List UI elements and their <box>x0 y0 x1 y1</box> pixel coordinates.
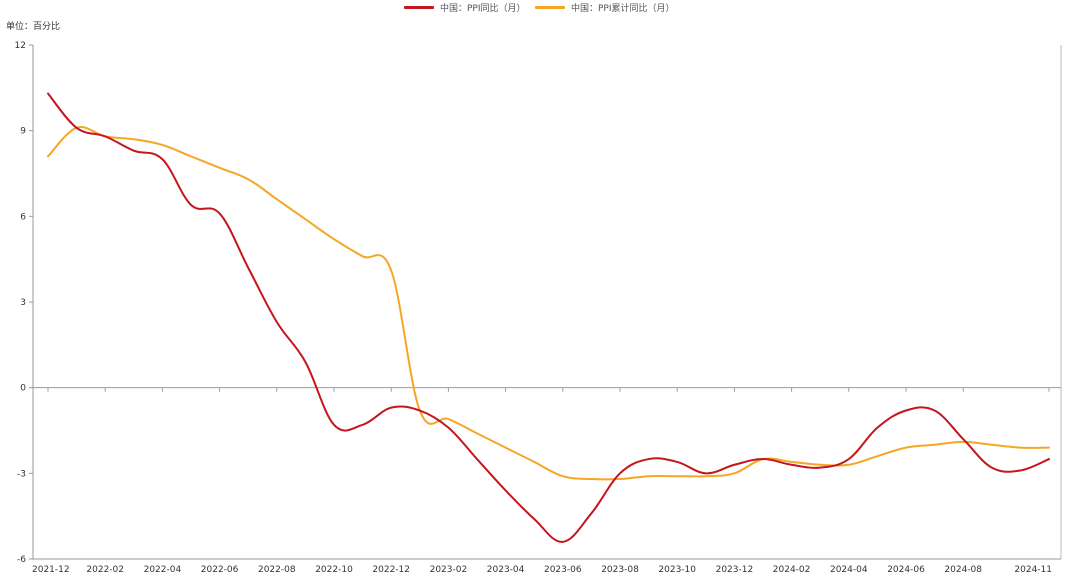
x-tick-label: 2024-02 <box>773 565 811 575</box>
x-tick-label: 2022-10 <box>315 565 353 575</box>
legend-label-ppi-yoy: 中国：PPI同比（月） <box>440 3 526 14</box>
y-tick-label: 0 <box>20 384 26 394</box>
x-tick-label: 2022-04 <box>144 565 182 575</box>
y-tick-label: 9 <box>20 127 26 137</box>
x-tick-label: 2021-12 <box>32 565 70 575</box>
x-tick-label: 2023-12 <box>716 565 754 575</box>
x-tick-label: 2024-04 <box>830 565 868 575</box>
x-tick-label: 2023-02 <box>430 565 468 575</box>
legend-swatch-ppi-cumulative <box>535 5 565 9</box>
legend-label-ppi-cumulative: 中国：PPI累计同比（月） <box>571 3 675 14</box>
legend: 中国：PPI同比（月） 中国：PPI累计同比（月） <box>0 0 1080 14</box>
y-tick-label: 6 <box>20 212 26 222</box>
x-tick-label: 2022-08 <box>258 565 296 575</box>
y-tick-label: -6 <box>17 555 26 565</box>
series-line-ppi-cumulative <box>47 126 1050 481</box>
x-tick-label: 2024-08 <box>944 565 982 575</box>
y-tick-label: 3 <box>20 298 26 308</box>
legend-item-ppi-yoy[interactable]: 中国：PPI同比（月） <box>404 0 526 14</box>
x-tick-label: 2023-08 <box>601 565 639 575</box>
legend-item-ppi-cumulative[interactable]: 中国：PPI累计同比（月） <box>535 0 675 14</box>
x-tick-label: 2022-12 <box>372 565 410 575</box>
x-tick-label: 2024-06 <box>887 565 925 575</box>
x-tick-label: 2024-11 <box>1014 565 1052 575</box>
x-tick-label: 2022-06 <box>201 565 239 575</box>
x-tick-label: 2022-02 <box>86 565 124 575</box>
y-tick-label: 12 <box>15 41 26 51</box>
y-tick-label: -3 <box>17 469 26 479</box>
axes <box>29 44 1062 560</box>
legend-swatch-ppi-yoy <box>404 5 434 9</box>
tick-labels: 12 9 6 3 0 -3 -6 2021-12 2022-02 2022-04 2022-06 20… <box>15 41 1052 575</box>
x-tick-label: 2023-04 <box>487 565 525 575</box>
unit-label: 单位：百分比 <box>6 22 61 32</box>
series-lines <box>47 92 1050 543</box>
x-tick-label: 2023-10 <box>658 565 696 575</box>
x-tick-label: 2023-06 <box>544 565 582 575</box>
series-line-ppi-yoy <box>47 92 1050 543</box>
